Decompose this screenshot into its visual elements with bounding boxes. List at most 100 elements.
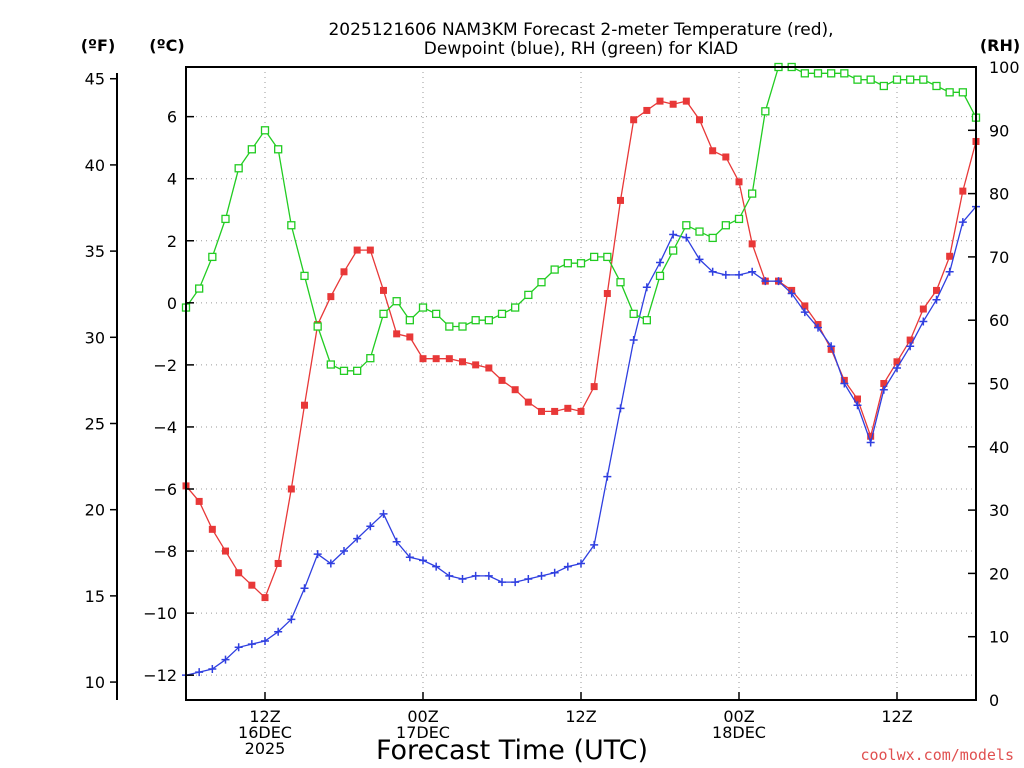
data-point-dewpoint — [866, 438, 875, 447]
data-point-rh — [682, 221, 691, 230]
data-point-temperature — [524, 398, 532, 406]
data-point-temperature — [867, 432, 875, 440]
data-point-rh — [287, 221, 296, 230]
rh-tick-label: 40 — [989, 438, 1009, 457]
data-point-dewpoint — [629, 336, 638, 345]
data-point-dewpoint — [616, 404, 625, 413]
c-tick-label: 6 — [167, 108, 177, 127]
data-point-temperature — [195, 497, 203, 505]
data-point-dewpoint — [234, 643, 243, 652]
data-point-rh — [906, 75, 915, 84]
data-point-dewpoint — [879, 385, 888, 394]
data-point-rh — [418, 303, 428, 312]
data-point-rh — [642, 316, 651, 325]
data-point-temperature — [669, 100, 677, 108]
data-point-temperature — [590, 383, 598, 391]
data-point-dewpoint — [695, 255, 704, 264]
data-point-rh — [484, 316, 493, 325]
data-point-rh — [813, 69, 823, 78]
data-point-temperature — [682, 97, 690, 105]
data-point-temperature — [748, 240, 756, 248]
data-point-dewpoint — [748, 267, 757, 276]
data-point-dewpoint — [300, 584, 309, 593]
data-point-rh — [247, 145, 256, 154]
data-point-dewpoint — [247, 640, 256, 649]
data-point-rh — [945, 88, 954, 97]
data-point-rh — [655, 271, 665, 281]
data-point-temperature — [445, 355, 453, 363]
data-point-rh — [748, 189, 757, 198]
data-point-dewpoint — [590, 540, 599, 549]
data-point-temperature — [656, 97, 664, 105]
data-point-dewpoint — [827, 342, 836, 351]
data-point-dewpoint — [419, 556, 427, 565]
data-point-temperature — [261, 594, 269, 602]
data-point-temperature — [735, 178, 743, 186]
x-tick-label: 00Z — [407, 707, 438, 726]
data-point-rh — [313, 322, 322, 331]
data-point-temperature — [722, 153, 730, 161]
data-point-temperature — [393, 330, 401, 338]
x-tick-label: 12Z — [565, 707, 596, 726]
rh-tick-label: 90 — [989, 121, 1009, 140]
celsius-unit-label: (ºC) — [149, 36, 184, 55]
x-tick-label: 16DEC — [238, 723, 292, 742]
c-tick-label: −6 — [153, 480, 177, 499]
series-rh — [181, 62, 981, 375]
data-point-dewpoint — [524, 574, 533, 583]
data-point-rh — [840, 69, 849, 78]
data-point-dewpoint — [893, 363, 901, 372]
data-point-dewpoint — [721, 270, 730, 279]
data-point-temperature — [366, 246, 374, 254]
c-tick-label: −2 — [153, 356, 177, 375]
data-point-temperature — [801, 302, 809, 310]
data-point-dewpoint — [958, 218, 967, 227]
data-point-temperature — [959, 187, 967, 195]
data-point-dewpoint — [432, 562, 441, 571]
rh-tick-label: 100 — [989, 58, 1020, 77]
data-point-dewpoint — [814, 323, 822, 332]
data-point-rh — [616, 278, 625, 287]
axes: 1015202530354045−12−10−8−6−4−20246010203… — [85, 58, 1020, 758]
data-point-temperature — [551, 407, 559, 415]
data-point-dewpoint — [603, 472, 612, 481]
f-tick-label: 35 — [85, 242, 105, 261]
f-tick-label: 30 — [85, 328, 105, 347]
c-tick-label: 4 — [167, 170, 177, 189]
rh-tick-label: 30 — [989, 501, 1009, 520]
data-point-rh — [866, 75, 875, 84]
c-tick-label: 0 — [167, 294, 177, 313]
data-point-rh — [221, 214, 230, 224]
data-point-dewpoint — [379, 509, 388, 518]
data-point-rh — [879, 81, 888, 91]
data-point-rh — [919, 75, 928, 84]
data-point-temperature — [564, 404, 572, 412]
rh-tick-label: 70 — [989, 248, 1009, 267]
data-point-rh — [550, 265, 559, 274]
data-point-dewpoint — [906, 342, 915, 351]
rh-tick-label: 0 — [989, 691, 999, 710]
data-point-rh — [761, 107, 770, 116]
x-axis-title: Forecast Time (UTC) — [376, 735, 648, 766]
data-point-temperature — [301, 401, 308, 409]
data-point-dewpoint — [669, 230, 678, 239]
data-point-dewpoint — [511, 578, 520, 587]
data-point-temperature — [208, 525, 216, 533]
data-point-rh — [734, 214, 744, 224]
data-point-rh — [537, 278, 546, 287]
data-point-rh — [392, 297, 401, 306]
data-point-dewpoint — [774, 277, 783, 286]
data-point-temperature — [906, 336, 914, 344]
data-point-rh — [800, 69, 809, 78]
data-point-temperature — [696, 116, 703, 124]
data-point-rh — [300, 271, 309, 281]
data-point-dewpoint — [208, 664, 217, 673]
data-point-temperature — [222, 547, 229, 555]
f-tick-label: 10 — [85, 673, 105, 692]
data-point-rh — [958, 88, 967, 97]
data-point-temperature — [919, 305, 927, 313]
chart-title-line2: Dewpoint (blue), RH (green) for KIAD — [424, 39, 738, 59]
data-point-rh — [563, 259, 572, 268]
x-tick-label: 18DEC — [712, 723, 766, 742]
